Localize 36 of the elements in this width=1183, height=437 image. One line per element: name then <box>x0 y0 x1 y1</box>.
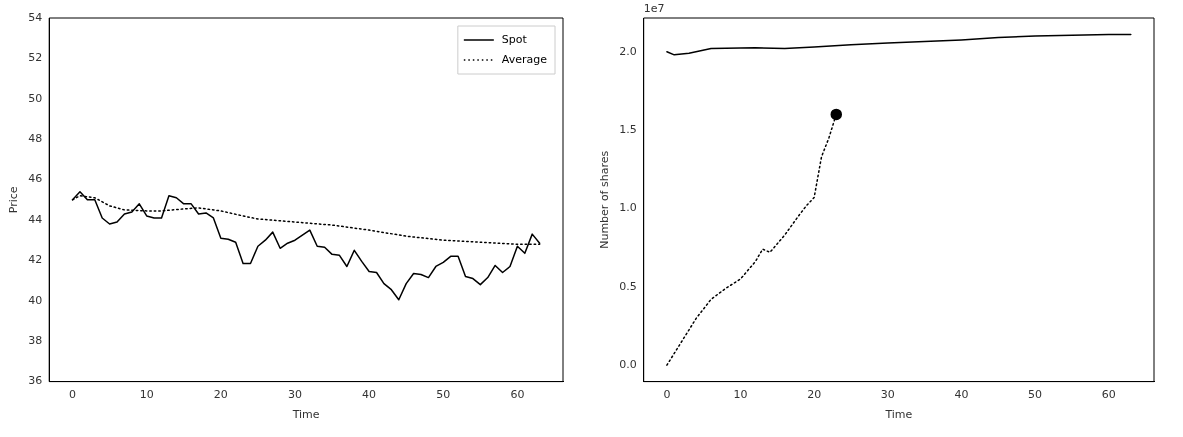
x-tick-label: 30 <box>287 388 302 402</box>
y-tick-label: 1.5 <box>619 122 637 136</box>
y-tick-label: 50 <box>28 91 43 105</box>
x-tick-label: 60 <box>1101 388 1116 402</box>
y-tick-label: 1.0 <box>619 201 637 215</box>
x-tick-label: 50 <box>1028 388 1043 402</box>
x-tick-label: 10 <box>733 388 748 402</box>
y-tick-label: 2.0 <box>619 44 637 58</box>
y-axis-title: Price <box>7 186 21 214</box>
x-tick-label: 10 <box>139 388 154 402</box>
y-tick-label: 36 <box>28 374 43 388</box>
y-tick-label: 40 <box>28 293 43 307</box>
y-tick-label: 54 <box>28 10 43 24</box>
x-tick-label: 0 <box>663 388 671 402</box>
x-tick-label: 20 <box>213 388 228 402</box>
y-tick-label: 42 <box>28 253 43 267</box>
x-tick-label: 0 <box>69 388 77 402</box>
y-tick-label: 38 <box>28 334 43 348</box>
legend-label: Spot <box>501 32 528 46</box>
y-axis-title: Number of shares <box>598 150 612 249</box>
y-tick-label: 0.0 <box>619 358 637 371</box>
x-tick-label: 40 <box>362 388 377 402</box>
legend-label: Average <box>501 52 548 66</box>
y-tick-label: 0.5 <box>619 279 637 293</box>
text: 1e7 <box>643 2 665 16</box>
x-tick-label: 40 <box>954 388 969 402</box>
y-tick-label: 46 <box>28 172 43 186</box>
y-tick-label: 48 <box>28 132 43 146</box>
x-tick-label: 20 <box>807 388 822 402</box>
x-tick-label: 50 <box>436 388 451 402</box>
x-tick-label: 60 <box>510 388 525 402</box>
y-tick-label: 52 <box>28 51 43 65</box>
x-axis-title: Time <box>291 408 320 422</box>
x-tick-label: 30 <box>880 388 895 402</box>
y-tick-label: 44 <box>28 212 43 226</box>
x-axis-title: Time <box>884 408 913 422</box>
